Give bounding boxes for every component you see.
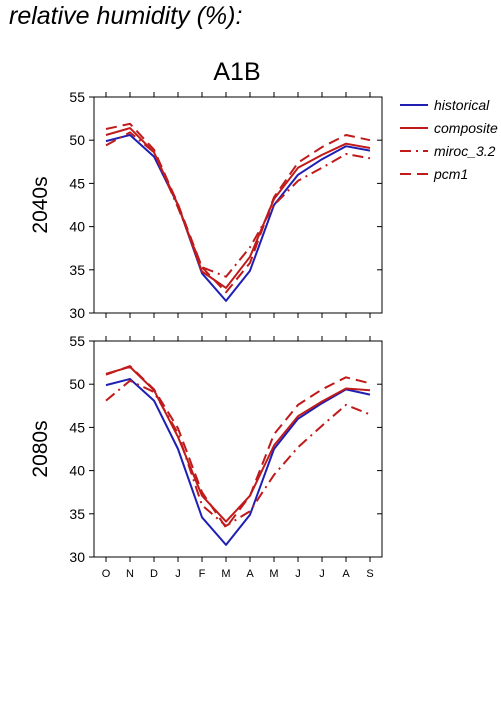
y-axis-label: 2040s <box>29 176 52 233</box>
x-tick-label: N <box>126 568 134 580</box>
y-tick-label: 30 <box>69 305 85 321</box>
y-tick-label: 45 <box>69 175 85 191</box>
y-tick-label: 55 <box>69 89 85 105</box>
plot-frame <box>93 340 383 558</box>
y-tick-label: 50 <box>69 132 85 148</box>
x-tick-label: M <box>221 568 230 580</box>
y-tick-label: 40 <box>69 219 85 235</box>
y-tick-label: 45 <box>69 419 85 435</box>
x-tick-label: M <box>269 568 278 580</box>
page-title: relative humidity (%): <box>9 2 243 30</box>
x-tick-label: S <box>366 568 373 580</box>
x-tick-label: A <box>246 568 254 580</box>
series-line-composite <box>105 365 371 523</box>
x-tick-label: O <box>102 568 111 580</box>
chart-title: A1B <box>213 58 260 86</box>
y-tick-label: 40 <box>69 463 85 479</box>
legend-label: pcm1 <box>433 166 468 182</box>
legend: historical composite miroc_3.2 pcm1 <box>400 97 498 182</box>
x-tick-label: A <box>342 568 350 580</box>
plot-frame <box>93 96 383 314</box>
x-tick-label: D <box>150 568 158 580</box>
legend-label: composite <box>434 120 498 136</box>
legend-label: historical <box>434 97 490 113</box>
x-tick-label: J <box>175 568 181 580</box>
y-tick-label: 35 <box>69 262 85 278</box>
y-tick-label: 35 <box>69 506 85 522</box>
series-line-historical <box>105 134 371 302</box>
x-tick-label: J <box>295 568 301 580</box>
y-tick-label: 30 <box>69 549 85 565</box>
series-line-pcm1 <box>105 365 371 529</box>
panel-2080s: 30 35 40 45 50 55 O N D J F M A M J J A S 2080s <box>29 333 383 580</box>
y-axis-label: 2080s <box>29 420 52 477</box>
x-tick-label: J <box>319 568 325 580</box>
x-tick-label: F <box>199 568 206 580</box>
series-line-composite <box>105 127 371 289</box>
panel-2040s: 30 35 40 45 50 55 2040s <box>29 89 383 321</box>
series-line-historical <box>105 378 371 546</box>
y-tick-label: 55 <box>69 333 85 349</box>
y-tick-label: 50 <box>69 376 85 392</box>
series-line-pcm1 <box>105 122 371 294</box>
legend-label: miroc_3.2 <box>434 143 496 159</box>
series-line-miroc-3-2 <box>105 379 371 527</box>
